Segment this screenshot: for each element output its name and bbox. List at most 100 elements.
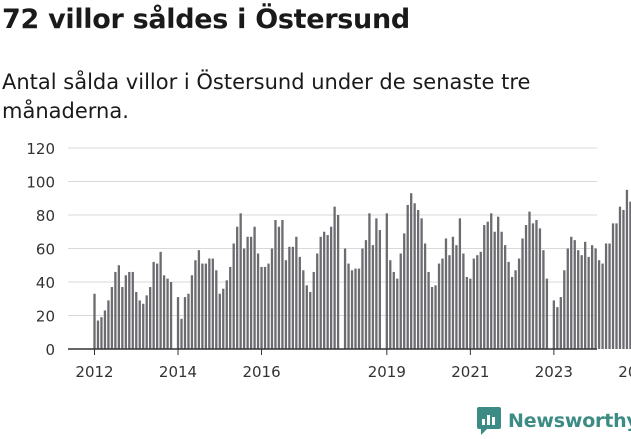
bar xyxy=(629,201,631,349)
y-tick-label: 60 xyxy=(36,241,55,259)
bar xyxy=(208,258,211,349)
bar xyxy=(559,297,562,349)
bar xyxy=(176,297,180,349)
bar xyxy=(622,209,625,349)
bar xyxy=(249,236,253,349)
y-tick-label: 0 xyxy=(45,341,55,359)
bar xyxy=(107,300,110,349)
chart-title: 72 villor såldes i Östersund xyxy=(2,4,410,35)
bar xyxy=(531,223,535,349)
bar xyxy=(96,320,100,349)
bar xyxy=(187,293,190,349)
bar xyxy=(469,278,472,349)
gridlines xyxy=(68,147,597,316)
bar xyxy=(201,263,204,349)
bar xyxy=(312,271,315,349)
bar xyxy=(618,206,622,349)
bar xyxy=(514,270,517,349)
bar xyxy=(169,282,173,349)
x-tick-label: 2014 xyxy=(159,363,197,381)
bar-series xyxy=(93,189,631,349)
bar xyxy=(611,223,615,349)
bar xyxy=(194,260,197,349)
bar xyxy=(121,287,124,349)
bar xyxy=(451,236,455,349)
bar xyxy=(573,240,576,349)
bar xyxy=(601,263,604,349)
bar xyxy=(277,226,281,349)
bar xyxy=(350,270,354,349)
bar xyxy=(267,263,270,349)
bar xyxy=(615,223,618,349)
bar xyxy=(472,258,475,349)
bar xyxy=(542,250,545,349)
bar xyxy=(413,203,416,349)
bar xyxy=(225,280,228,349)
y-tick-label: 120 xyxy=(26,140,55,158)
bar xyxy=(587,256,590,349)
bar xyxy=(329,226,333,349)
bar xyxy=(197,250,201,349)
bar xyxy=(100,317,103,349)
bar xyxy=(577,250,580,349)
bar xyxy=(357,268,361,349)
newsworthy-logo-icon xyxy=(477,407,501,435)
x-tick-label: 2021 xyxy=(451,363,489,381)
bar xyxy=(298,256,301,349)
bar xyxy=(399,253,402,349)
bar xyxy=(594,248,597,349)
bar xyxy=(396,278,399,349)
bar xyxy=(274,220,277,349)
bar xyxy=(597,260,601,349)
bar xyxy=(566,248,569,349)
bar xyxy=(215,270,218,349)
bar xyxy=(563,270,566,349)
bar xyxy=(142,303,145,349)
bar xyxy=(242,248,246,349)
y-tick-label: 20 xyxy=(36,308,55,326)
bar xyxy=(305,285,308,349)
bar xyxy=(448,255,451,349)
bar xyxy=(361,248,364,349)
bar xyxy=(521,238,524,349)
bar xyxy=(260,266,263,349)
bar xyxy=(159,251,162,349)
bar xyxy=(117,265,121,349)
bar xyxy=(528,211,531,349)
bar xyxy=(229,266,232,349)
x-tick-label: 2025 xyxy=(618,363,631,381)
bar xyxy=(124,275,127,349)
bar xyxy=(239,213,242,349)
bar xyxy=(493,231,496,349)
bar xyxy=(291,246,295,349)
bar xyxy=(309,292,312,349)
bar xyxy=(410,193,413,349)
bar xyxy=(406,204,409,349)
bar xyxy=(486,221,489,349)
bar xyxy=(236,226,239,349)
bar xyxy=(180,318,183,349)
bar xyxy=(427,271,430,349)
newsworthy-wordmark: Newsworthy xyxy=(508,410,631,432)
bar xyxy=(295,236,298,349)
bar xyxy=(371,245,375,349)
x-axis: 2012 2014 2016 2019 2021 2023 2025 xyxy=(68,348,631,381)
bar xyxy=(507,261,510,349)
bar xyxy=(462,253,465,349)
bar xyxy=(138,300,141,349)
bar xyxy=(479,251,482,349)
bar xyxy=(288,246,291,349)
bar xyxy=(545,278,549,349)
bar xyxy=(281,220,284,349)
bar xyxy=(416,209,420,349)
bar xyxy=(162,275,166,349)
bar xyxy=(302,270,305,349)
bar xyxy=(434,285,437,349)
bar xyxy=(149,287,152,349)
newsworthy-brand: Newsworthy xyxy=(476,406,631,436)
bar xyxy=(183,297,187,349)
bar xyxy=(368,213,371,349)
bar xyxy=(135,292,138,349)
bar xyxy=(284,260,288,349)
bar xyxy=(253,226,256,349)
